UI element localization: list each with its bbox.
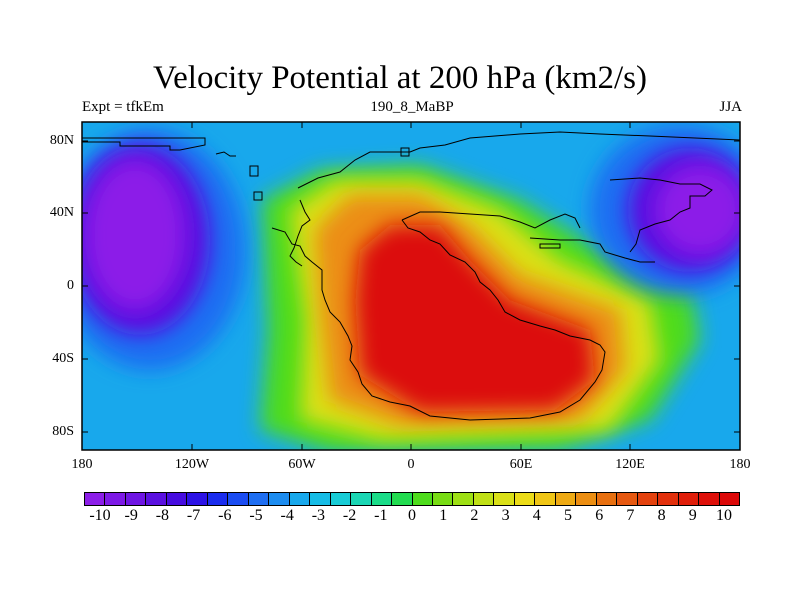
- lon-label-180e: 180: [729, 457, 751, 472]
- potential-field: [82, 122, 740, 450]
- colorbar-cell: [289, 493, 311, 505]
- colorbar-cell: [719, 493, 739, 505]
- lat-label-40s: 40S: [52, 351, 74, 366]
- coastlines: [82, 131, 740, 421]
- dataset-label: 190_8_MaBP: [370, 99, 454, 115]
- colorbar-cell: [310, 493, 331, 505]
- colorbar-label: 9: [688, 507, 697, 524]
- colorbar-cell: [432, 493, 454, 505]
- lon-label-60e: 60E: [509, 457, 533, 472]
- colorbar-label: 5: [564, 507, 572, 524]
- lat-label-80n: 80N: [49, 133, 74, 148]
- colorbar-label: -10: [89, 507, 111, 524]
- colorbar-label: 1: [439, 507, 448, 524]
- colorbar-cell: [269, 493, 290, 505]
- colorbar-cell: [187, 493, 208, 505]
- colorbar: [84, 492, 740, 506]
- colorbar-cell: [228, 493, 249, 505]
- colorbar-cell: [658, 493, 679, 505]
- colorbar-label: 2: [470, 507, 479, 524]
- colorbar-label: -8: [155, 507, 170, 524]
- colorbar-cell: [85, 493, 106, 505]
- colorbar-label: 7: [626, 507, 635, 524]
- colorbar-cell: [125, 493, 147, 505]
- colorbar-cell: [166, 493, 188, 505]
- colorbar-cell: [351, 493, 372, 505]
- colorbar-cell: [637, 493, 659, 505]
- lon-label-120e: 120E: [615, 457, 645, 472]
- colorbar-label: -2: [342, 507, 357, 524]
- colorbar-cell: [248, 493, 270, 505]
- colorbar-cell: [555, 493, 577, 505]
- colorbar-label: 6: [595, 507, 604, 524]
- colorbar-label: -9: [124, 507, 138, 524]
- colorbar-cell: [596, 493, 618, 505]
- colorbar-label: 0: [408, 507, 416, 524]
- colorbar-cell: [473, 493, 495, 505]
- colorbar-label: 8: [657, 507, 666, 524]
- colorbar-label: -3: [311, 507, 326, 524]
- colorbar-label: -5: [249, 507, 263, 524]
- colorbar-cell: [392, 493, 413, 505]
- colorbar-cell: [371, 493, 393, 505]
- colorbar-cell: [494, 493, 515, 505]
- experiment-label: Expt = tfkEm: [82, 99, 164, 115]
- colorbar-label: -6: [218, 507, 232, 524]
- plot-title: Velocity Potential at 200 hPa (km2/s): [152, 60, 648, 96]
- colorbar-label: 10: [716, 507, 732, 524]
- lat-label-40n: 40N: [49, 205, 74, 220]
- colorbar-label: -7: [186, 507, 201, 524]
- colorbar-label: 4: [532, 507, 541, 524]
- colorbar-cell: [699, 493, 720, 505]
- lon-label-60w: 60W: [288, 457, 316, 472]
- colorbar-cell: [412, 493, 433, 505]
- colorbar-cell: [678, 493, 700, 505]
- colorbar-cell: [535, 493, 556, 505]
- colorbar-label: -1: [374, 507, 388, 524]
- lon-label-0: 0: [407, 457, 415, 472]
- colorbar-cell: [146, 493, 167, 505]
- axis-ticks: [82, 122, 740, 450]
- season-label: JJA: [719, 99, 742, 115]
- colorbar-cell: [514, 493, 536, 505]
- lon-label-120w: 120W: [174, 457, 210, 472]
- colorbar-cell: [617, 493, 638, 505]
- colorbar-cell: [330, 493, 352, 505]
- colorbar-cell: [576, 493, 597, 505]
- colorbar-cell: [453, 493, 474, 505]
- colorbar-cell: [207, 493, 229, 505]
- colorbar-label: 3: [501, 507, 510, 524]
- colorbar-cell: [105, 493, 126, 505]
- lon-label-180w: 180: [71, 457, 93, 472]
- colorbar-label: -4: [280, 507, 294, 524]
- lat-label-80s: 80S: [52, 424, 74, 439]
- lat-label-0: 0: [67, 278, 74, 293]
